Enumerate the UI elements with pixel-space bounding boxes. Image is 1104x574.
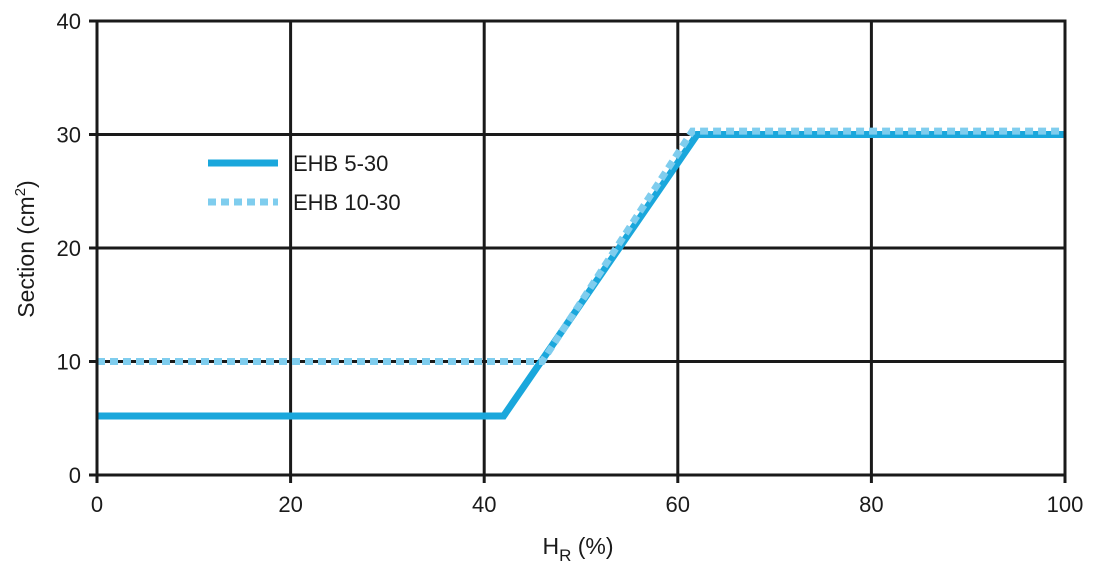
y-axis-title-superscript: 2 (12, 188, 29, 196)
y-tick-label-40: 40 (57, 9, 81, 34)
series-line-ehb-5-30 (97, 131, 1065, 420)
x-axis-title-subscript: R (559, 546, 571, 565)
y-tick-label-0: 0 (69, 463, 81, 488)
y-axis-title: Section (cm2) (12, 180, 39, 317)
series-layer (97, 127, 1065, 420)
x-axis-title: HR (%) (542, 533, 613, 565)
x-tick-label-100: 100 (1047, 492, 1084, 517)
y-tick-label-10: 10 (57, 350, 81, 375)
x-axis-title-symbol: H (542, 533, 559, 559)
legend: EHB 5-30 EHB 10-30 (208, 151, 401, 215)
x-axis-ticks: 0 20 40 60 80 100 (91, 475, 1083, 517)
y-axis-ticks: 0 10 20 30 40 (57, 9, 97, 488)
y-tick-label-30: 30 (57, 123, 81, 148)
x-tick-label-40: 40 (472, 492, 496, 517)
x-tick-label-60: 60 (666, 492, 690, 517)
x-axis-title-unit: (%) (571, 533, 613, 559)
grid (95, 19, 1067, 477)
x-tick-label-0: 0 (91, 492, 103, 517)
y-axis-title-close: ) (13, 180, 39, 188)
y-axis-title-main: Section (cm (13, 196, 39, 317)
legend-label-ehb-10-30: EHB 10-30 (293, 190, 401, 215)
series-line-ehb-10-30 (97, 127, 1065, 365)
x-tick-label-80: 80 (859, 492, 883, 517)
legend-label-ehb-5-30: EHB 5-30 (293, 151, 388, 176)
y-tick-label-20: 20 (57, 236, 81, 261)
x-tick-label-20: 20 (278, 492, 302, 517)
